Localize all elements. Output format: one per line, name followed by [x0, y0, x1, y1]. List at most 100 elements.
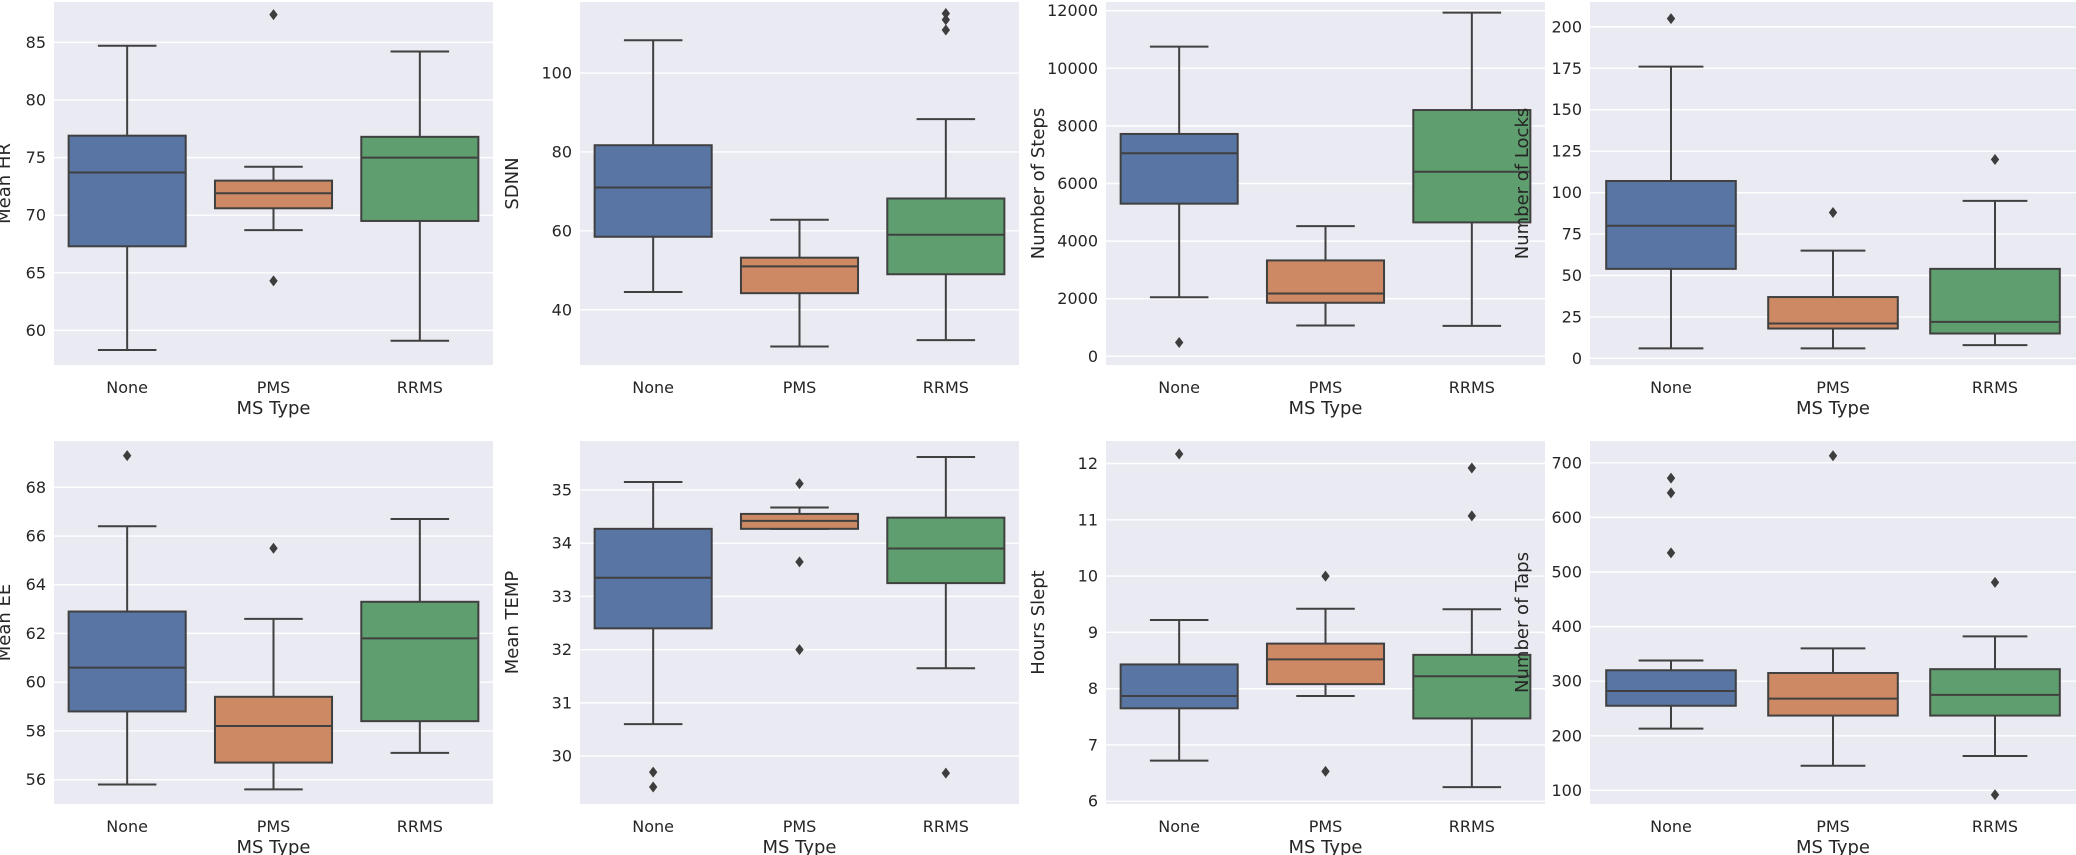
x-tick-label: PMS [257, 378, 291, 397]
y-tick-label: 100 [1551, 781, 1582, 800]
x-tick-label: PMS [257, 817, 291, 836]
y-tick-label: 50 [1562, 266, 1582, 285]
x-tick-label: PMS [783, 378, 817, 397]
box-none [1119, 448, 1239, 762]
x-tick-label: PMS [1816, 817, 1850, 836]
outlier-point [941, 7, 951, 19]
x-axis-label: MS Type [1796, 837, 1870, 855]
y-tick-label: 7 [1088, 735, 1098, 754]
y-tick-label: 80 [552, 142, 572, 161]
y-axis-label: Mean EE [0, 584, 15, 662]
y-tick-label: 10 [1078, 567, 1098, 586]
outlier-point [1666, 487, 1676, 499]
box-rrms [360, 517, 480, 754]
box-rrms [1929, 153, 2061, 347]
outlier-point [269, 9, 278, 21]
iqr-box [1265, 642, 1386, 686]
y-tick-label: 75 [1562, 225, 1582, 244]
y-tick-label: 66 [26, 527, 46, 546]
y-tick-label: 60 [26, 673, 46, 692]
y-tick-label: 58 [26, 721, 46, 740]
y-axis-label: Number of Taps [1512, 552, 1533, 693]
x-axis-label: MS Type [1288, 398, 1362, 419]
iqr-box [1412, 653, 1532, 720]
y-tick-label: 6000 [1057, 174, 1098, 193]
y-tick-label: 40 [552, 300, 572, 319]
box-pms [739, 218, 860, 348]
y-tick-label: 150 [1551, 100, 1582, 119]
y-tick-label: 4000 [1057, 232, 1098, 251]
y-tick-label: 400 [1551, 617, 1582, 636]
y-tick-label: 100 [541, 64, 572, 83]
y-tick-label: 12000 [1047, 1, 1098, 20]
box-none [1605, 472, 1737, 730]
outlier-point [269, 275, 278, 287]
y-tick-label: 60 [552, 221, 572, 240]
outlier-point [795, 556, 804, 568]
panel-8: 100 200 300 400 500 600 700 Number of Taps None P… [1512, 441, 2076, 855]
outlier-point [941, 14, 951, 26]
y-tick-label: 200 [1551, 726, 1582, 745]
outlier-point [1321, 570, 1330, 582]
box-rrms [1929, 576, 2061, 801]
iqr-box [360, 600, 480, 723]
y-axis-label: SDNN [502, 157, 523, 209]
box-pms [1265, 570, 1386, 777]
x-tick-label: PMS [1816, 378, 1850, 397]
x-axis-label: MS Type [1796, 398, 1870, 419]
box-pms [213, 542, 334, 791]
y-tick-label: 6 [1088, 792, 1098, 811]
y-tick-label: 30 [552, 747, 572, 766]
iqr-box [213, 179, 334, 210]
y-axis-label: Mean HR [0, 143, 15, 224]
y-tick-label: 56 [26, 770, 46, 789]
iqr-box [1929, 267, 2061, 335]
y-tick-label: 125 [1551, 142, 1582, 161]
x-axis-label: MS Type [1288, 837, 1362, 855]
x-tick-label: None [1158, 378, 1200, 397]
y-tick-label: 200 [1551, 17, 1582, 36]
iqr-box [1265, 259, 1386, 304]
box-rrms [886, 455, 1006, 779]
x-tick-label: None [632, 817, 674, 836]
box-rrms [360, 50, 480, 342]
panel-1: 60 65 70 75 80 85 Mean HR None PMS RRMS MS Type [0, 2, 493, 419]
outlier-point [269, 542, 278, 554]
iqr-box [1929, 668, 2061, 717]
iqr-box [593, 144, 713, 238]
box-none [1605, 13, 1737, 350]
box-rrms [1412, 11, 1532, 327]
x-tick-label: PMS [1309, 378, 1343, 397]
y-tick-label: 9 [1088, 623, 1098, 642]
box-none [1119, 45, 1239, 349]
x-tick-label: None [1650, 817, 1692, 836]
outlier-point [1990, 153, 2000, 165]
iqr-box [886, 516, 1006, 585]
outlier-point [1828, 207, 1838, 219]
iqr-box [739, 256, 860, 295]
x-tick-label: None [1650, 378, 1692, 397]
outlier-point [795, 478, 804, 490]
y-tick-label: 2000 [1057, 289, 1098, 308]
y-tick-label: 62 [26, 624, 46, 643]
panel-6: 30 31 32 33 34 35 Mean TEMP None PMS RRMS MS Type [502, 441, 1019, 855]
y-tick-label: 65 [26, 263, 46, 282]
x-tick-label: RRMS [397, 817, 443, 836]
x-tick-label: RRMS [397, 378, 443, 397]
y-tick-label: 25 [1562, 307, 1582, 326]
outlier-point [1828, 450, 1838, 462]
y-tick-label: 75 [26, 148, 46, 167]
outlier-point [1467, 462, 1477, 474]
x-tick-label: PMS [1309, 817, 1343, 836]
outlier-point [1666, 13, 1676, 25]
y-tick-label: 500 [1551, 563, 1582, 582]
box-none [593, 480, 713, 793]
iqr-box [67, 610, 187, 713]
x-tick-label: PMS [783, 817, 817, 836]
outlier-point [122, 450, 132, 462]
y-tick-label: 33 [552, 587, 572, 606]
box-none [67, 450, 187, 786]
y-tick-label: 8 [1088, 679, 1098, 698]
outlier-point [1666, 472, 1676, 484]
